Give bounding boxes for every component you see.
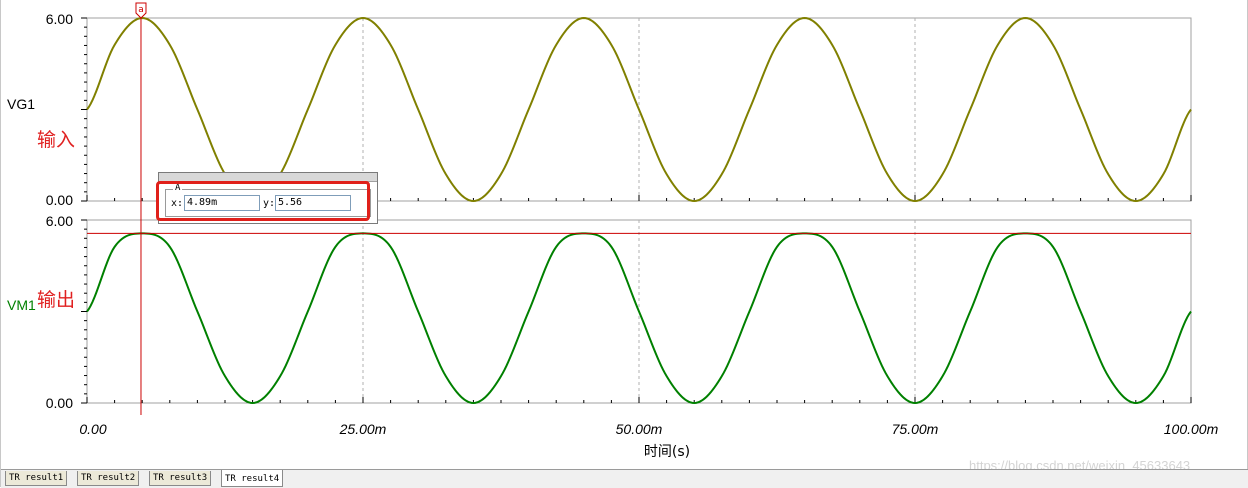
tab-tr-result4[interactable]: TR result4 — [221, 470, 284, 487]
top-ytick-min: 0.00 — [46, 192, 73, 208]
input-annotation: 输入 — [37, 129, 75, 151]
x-tick-label-1: 25.00m — [339, 421, 387, 437]
cursor-layer[interactable]: a — [87, 2, 1191, 415]
cursor-y-label: y: — [263, 198, 276, 209]
top-ytick-max: 6.00 — [46, 11, 73, 27]
result-tabs: TR result1 TR result2 TR result3 TR resu… — [1, 469, 1248, 488]
cursor-group-label: A — [173, 183, 183, 193]
bottom-series-label: VM1 — [7, 297, 36, 313]
cursor-marker-flag[interactable] — [135, 2, 147, 19]
cursor-x-field[interactable]: 4.89m — [184, 195, 260, 211]
waveform-plot[interactable]: 6.00 0.00 6.00 0.00 VG1 VM1 输入 输出 0.00 25… — [1, 0, 1248, 470]
bottom-ytick-max: 6.00 — [46, 213, 73, 229]
x-axis-title: 时间(s) — [644, 444, 690, 460]
cursor-marker-label: a — [138, 5, 144, 15]
tab-tr-result3[interactable]: TR result3 — [149, 471, 212, 486]
tab-tr-result1[interactable]: TR result1 — [5, 471, 68, 486]
cursor-readout-group — [165, 189, 371, 217]
readout-highlight-box — [156, 181, 370, 221]
cursor-readout-panel[interactable]: A x: 4.89m y: 5.56 — [158, 172, 378, 224]
x-axis-labels: 0.00 25.00m 50.00m 75.00m 100.00m — [79, 421, 1218, 437]
output-annotation: 输出 — [37, 289, 75, 311]
x-tick-label-4: 100.00m — [1164, 421, 1219, 437]
x-tick-label-3: 75.00m — [892, 421, 939, 437]
tab-tr-result2[interactable]: TR result2 — [77, 471, 140, 486]
top-series-label: VG1 — [7, 96, 35, 112]
x-tick-label-0: 0.00 — [79, 421, 106, 437]
x-tick-label-2: 50.00m — [616, 421, 663, 437]
grid-layer — [362, 18, 916, 403]
cursor-x-label: x: — [171, 198, 184, 209]
bottom-ytick-min: 0.00 — [46, 395, 73, 411]
series-vm1-line — [86, 232, 1192, 405]
cursor-y-field[interactable]: 5.56 — [275, 195, 351, 211]
